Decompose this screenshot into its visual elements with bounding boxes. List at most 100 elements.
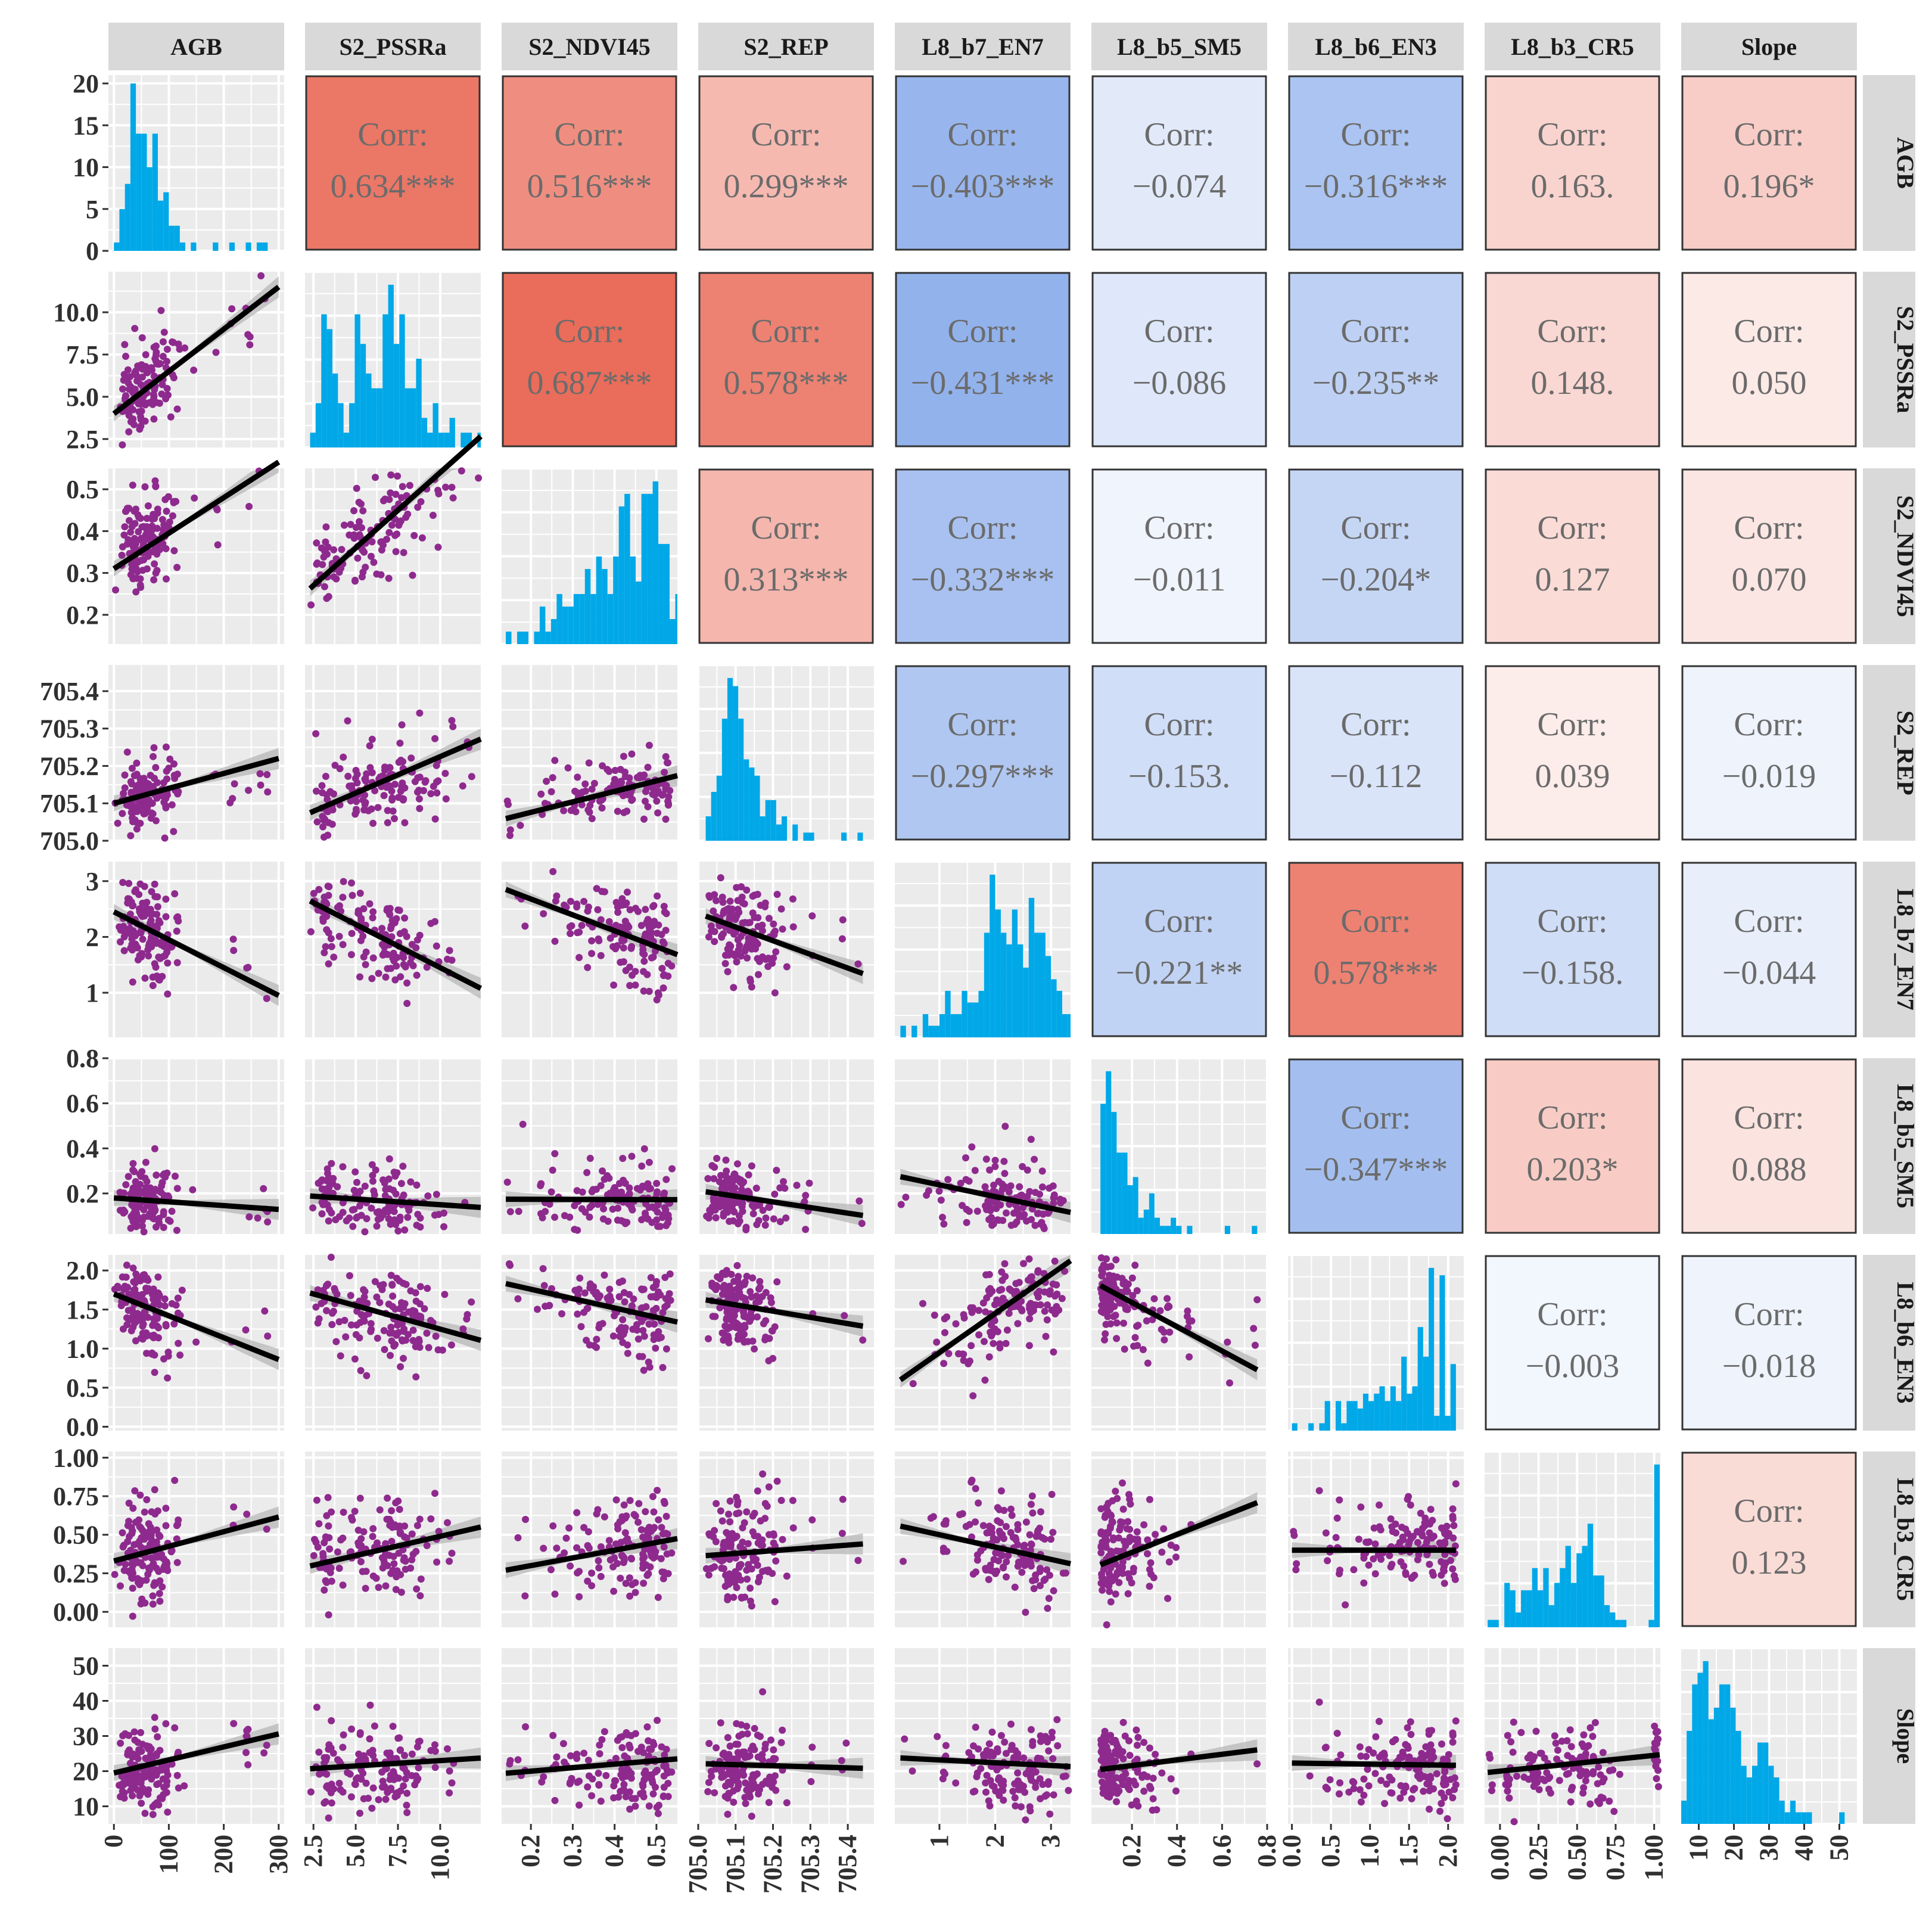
scatter-point	[402, 1565, 409, 1573]
scatter-point	[159, 353, 167, 360]
fit-line	[309, 899, 483, 991]
scatter-point	[449, 494, 457, 502]
scatter-point	[264, 788, 272, 796]
hist-bar-AGB	[179, 242, 186, 251]
corr-value-S2_PSSRa-L8_b5_SM5: −0.086	[1133, 365, 1227, 402]
scatter-point	[157, 941, 165, 949]
scatter-point	[230, 1503, 238, 1511]
hist-bar-L8_b5_SM5	[1111, 1112, 1117, 1234]
hist-bar-L8_b3_CR5	[1488, 1620, 1494, 1627]
scatter-point	[588, 815, 596, 822]
scatter-point	[122, 1181, 130, 1189]
scatter-point	[664, 1570, 672, 1577]
corr-label: Corr:	[751, 116, 821, 153]
scatter-point	[661, 1189, 668, 1197]
scatter-point	[1423, 1538, 1430, 1546]
scatter-point	[993, 1205, 1000, 1213]
hist-bar-AGB	[125, 184, 130, 251]
scatter-point	[307, 928, 315, 935]
scatter-point	[1163, 1295, 1171, 1303]
scatter-point	[1251, 1341, 1259, 1349]
scatter-point	[433, 1191, 440, 1198]
corr-label: Corr:	[1734, 1493, 1804, 1530]
scatter-point	[734, 1160, 741, 1168]
strip-top-L8_b3_CR5	[1485, 23, 1660, 70]
corr-value-S2_REP-L8_b6_EN3: −0.112	[1330, 758, 1423, 795]
scatter-point	[150, 753, 157, 760]
scatter-point	[646, 1563, 654, 1571]
scatter-point	[1026, 1559, 1034, 1567]
scatter-point	[128, 764, 136, 772]
hist-bar-L8_b3_CR5	[1560, 1568, 1566, 1627]
scatter-point	[172, 1173, 179, 1180]
scatter-point	[416, 1300, 424, 1308]
scatter-point	[125, 1518, 133, 1525]
scatter-point	[575, 1593, 583, 1600]
scatter-point	[176, 1351, 184, 1359]
scatter-point	[1002, 1339, 1010, 1347]
scatter-point	[1144, 1550, 1151, 1558]
scatter-point	[539, 1265, 547, 1273]
scatter-point	[314, 1543, 322, 1551]
scatter-point	[162, 1321, 170, 1328]
scatter-point	[757, 902, 764, 909]
scatter-point	[562, 1534, 570, 1542]
scatter-point	[655, 1516, 662, 1524]
scatter-point	[636, 774, 643, 782]
hist-bar-S2_PSSRa	[399, 314, 405, 447]
scatter-point	[347, 951, 355, 959]
scatter-point	[349, 1516, 356, 1524]
scatter-point	[463, 1311, 471, 1319]
hist-bar-L8_b6_EN3	[1319, 1423, 1325, 1431]
scatter-point	[640, 987, 648, 995]
scatter-point	[1001, 1260, 1009, 1267]
fit-line	[113, 1195, 279, 1213]
scatter-point	[1048, 1491, 1056, 1498]
fit-line	[505, 887, 679, 958]
scatter-point	[160, 1208, 167, 1216]
hist-bar-L8_b5_SM5	[1154, 1217, 1160, 1234]
scatter-point	[387, 1272, 395, 1279]
scatter-point	[624, 1350, 631, 1357]
scatter-point	[158, 516, 166, 523]
scatter-point	[369, 819, 377, 827]
scatter-point	[1357, 1503, 1365, 1511]
scatter-point	[588, 785, 596, 793]
scatter-point	[621, 1529, 629, 1537]
scatter-point	[163, 1789, 170, 1796]
scatter-point	[665, 1290, 673, 1298]
scatter-point	[173, 914, 181, 922]
scatter-point	[363, 1215, 371, 1223]
corr-cell-L8_b6_EN3-L8_b3_CR5	[1485, 1255, 1660, 1431]
scatter-point	[1333, 1514, 1341, 1522]
scatter-point	[396, 930, 404, 937]
scatter-point	[152, 569, 160, 577]
scatter-point	[776, 1218, 784, 1226]
corr-label: Corr:	[1537, 706, 1607, 743]
corr-value-S2_NDVI45-L8_b5_SM5: −0.011	[1133, 561, 1226, 598]
scatter-point	[1149, 1316, 1156, 1323]
corr-value-AGB-S2_REP: 0.299***	[724, 168, 849, 205]
scatter-point	[854, 960, 862, 968]
scatter-point	[162, 395, 170, 403]
scatter-point	[578, 1205, 586, 1213]
scatter-point	[354, 909, 362, 917]
scatter-point	[324, 543, 332, 551]
scatter-point	[353, 1307, 361, 1315]
scatter-point	[152, 817, 160, 825]
scatter-point	[388, 1537, 396, 1545]
scatter-point	[567, 897, 574, 905]
hist-bar-L8_b6_EN3	[1335, 1401, 1342, 1431]
scatter-point	[162, 913, 170, 921]
hist-bar-S2_PSSRa	[343, 433, 350, 447]
scatter-point	[705, 1335, 712, 1342]
scatter-point	[139, 373, 146, 381]
scatter-point	[1030, 1585, 1038, 1593]
hist-bar-L8_b7_EN7	[1023, 967, 1029, 1037]
scatter-point	[620, 753, 627, 760]
scatter-point	[1098, 1289, 1106, 1297]
scatter-point	[621, 768, 629, 776]
hist-bar-L8_b6_EN3	[1374, 1393, 1380, 1431]
scatter-point	[1000, 1158, 1008, 1165]
scatter-point	[757, 1541, 764, 1549]
